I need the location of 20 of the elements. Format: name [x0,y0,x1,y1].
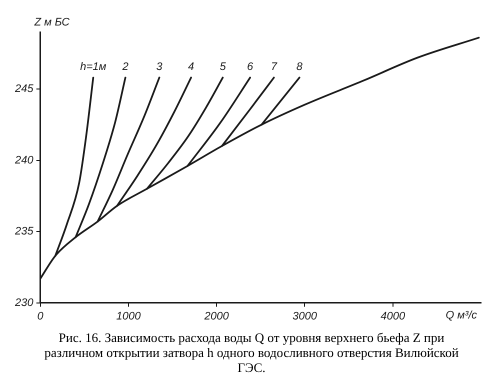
x-axis-title: Q м³/с [446,309,478,322]
y-tick-label: 230 [14,296,34,309]
series-label: 6 [247,61,254,74]
x-tick-label: 0 [37,310,44,322]
series-label: 7 [270,61,278,74]
x-tick-label: 3000 [292,310,318,322]
text: Рис. 16. Зависимость расхода воды Q от уровня верхнего бьефа Z при различном открытии затвора h одного водосливного отверстия Вилюйской ГЭС. [43,329,460,375]
x-tick-label: 1000 [116,310,142,322]
series-label: 8 [296,61,304,74]
series-label: 3 [156,61,164,74]
x-tick-label: 4000 [380,310,406,322]
series-label: 5 [220,61,227,74]
series-label: 4 [188,61,194,74]
series-label: h=1м [80,61,107,74]
series-label: 2 [121,61,128,74]
y-axis-title: Z м БС [33,16,70,29]
x-tick-label: 2000 [203,310,230,322]
y-tick-label: 245 [14,83,34,96]
y-tick-label: 235 [14,226,34,238]
y-tick-label: 240 [14,154,34,166]
